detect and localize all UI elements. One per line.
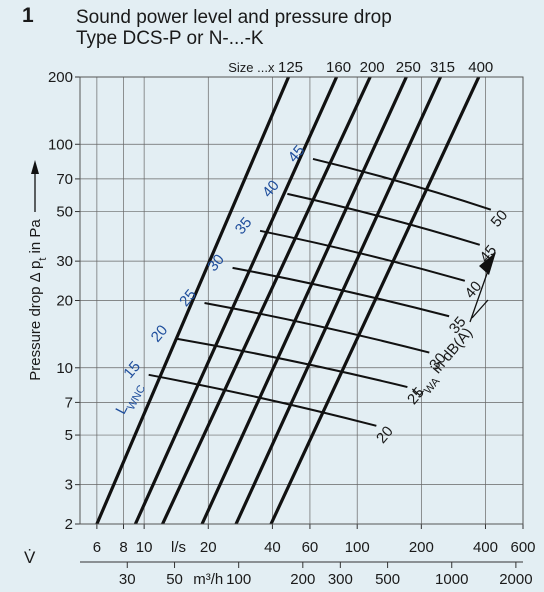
lwnc-level-label: 30 (204, 251, 228, 275)
x-tick-label-m3h: 1000 (435, 571, 468, 588)
x-tick-label-m3h: 200 (290, 571, 315, 588)
lwnc-curve-45 (312, 157, 492, 211)
size-label: 200 (360, 59, 385, 76)
y-tick-label: 200 (48, 69, 73, 86)
x-tick-label-ls: 8 (119, 539, 127, 556)
x-tick-label-m3h: 500 (375, 571, 400, 588)
size-line-250 (200, 77, 408, 524)
lwnc-curve-40 (287, 192, 481, 246)
x-unit-m3h: m³/h (193, 571, 223, 588)
lwnc-curve-30 (232, 266, 450, 318)
x-tick-label-m3h: 50 (166, 571, 183, 588)
x-tick-label-ls: 6 (93, 539, 101, 556)
size-label: 160 (326, 59, 351, 76)
y-tick-label: 2 (65, 516, 73, 533)
lwnc-curve-15 (148, 373, 377, 427)
x-tick-label-m3h: 30 (119, 571, 136, 588)
plot-frame (79, 76, 524, 525)
lwa-arrow-line (469, 264, 491, 323)
x-tick-label-ls: 10 (136, 539, 153, 556)
y-tick-label: 7 (65, 394, 73, 411)
x-tick-label-ls: 400 (473, 539, 498, 556)
x-unit-ls: l/s (171, 539, 186, 556)
size-line-200 (161, 77, 372, 524)
lwnc-level-label: 40 (259, 177, 283, 201)
y-tick-label: 50 (56, 204, 73, 221)
chart-title: Sound power level and pressure drop (76, 7, 392, 28)
y-tick-label: 20 (56, 293, 73, 310)
x-tick-label-m3h: 300 (328, 571, 353, 588)
lwa-level-label: 50 (488, 207, 512, 231)
size-label: 125 (278, 59, 303, 76)
y-tick-label: 30 (56, 253, 73, 270)
y-tick-label: 3 (65, 477, 73, 494)
size-line-400 (269, 77, 481, 524)
x-tick-label-m3h: 2000 (499, 571, 532, 588)
lwa-arrow-shaft (471, 299, 489, 319)
x-tick-label-ls: 200 (409, 539, 434, 556)
size-label: 250 (396, 59, 421, 76)
x-tick-label-ls: 20 (200, 539, 217, 556)
lwnc-curve-25 (204, 301, 430, 354)
x-tick-label-ls: 600 (510, 539, 535, 556)
y-tick-label: 100 (48, 136, 73, 153)
y-axis-label: Pressure drop Δ pt in Pa (27, 219, 49, 381)
x-axis-symbol: V̇ (24, 548, 36, 567)
lwnc-curve-35 (259, 229, 466, 282)
y-tick-label: 70 (56, 171, 73, 188)
lwa-axis-label: LWA in dB(A) (409, 324, 480, 403)
size-line-160 (133, 77, 339, 524)
size-prefix-label: Size ...x (228, 60, 275, 75)
chart-subtitle: Type DCS-P or N-...-K (76, 28, 264, 49)
y-tick-label: 10 (56, 360, 73, 377)
size-line-125 (95, 77, 290, 524)
x-tick-label-ls: 40 (264, 539, 281, 556)
x-tick-label-ls: 100 (345, 539, 370, 556)
y-tick-label: 5 (65, 427, 73, 444)
lwnc-level-label: 15 (120, 358, 144, 382)
figure-number: 1 (22, 4, 34, 27)
x-tick-label-m3h: 100 (226, 571, 251, 588)
size-label: 400 (468, 59, 493, 76)
x-tick-label-ls: 60 (302, 539, 319, 556)
lwnc-level-label: 35 (232, 214, 256, 238)
lwa-level-label: 20 (373, 423, 397, 447)
size-label: 315 (430, 59, 455, 76)
y-arrow-head (31, 160, 39, 174)
lwnc-level-label: 20 (148, 322, 172, 346)
size-line-315 (234, 77, 442, 524)
lwa-arrow-head (479, 252, 496, 275)
lwnc-curve-20 (175, 337, 408, 389)
